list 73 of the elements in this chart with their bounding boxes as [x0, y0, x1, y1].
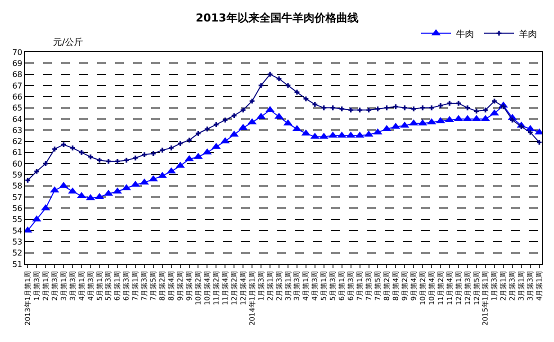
point	[420, 105, 426, 110]
point	[536, 140, 542, 145]
point	[286, 83, 290, 88]
point	[43, 161, 48, 166]
point	[196, 131, 201, 136]
point	[258, 83, 264, 88]
point	[34, 168, 40, 174]
point	[204, 126, 210, 132]
point	[276, 76, 282, 82]
point	[429, 105, 434, 110]
point	[483, 108, 488, 112]
point	[88, 154, 93, 160]
point	[222, 118, 228, 122]
point	[52, 146, 58, 152]
y-tick-label: 67	[12, 81, 22, 90]
y-tick-label: 53	[12, 237, 22, 246]
y-tick-label: 52	[12, 248, 22, 258]
point	[304, 96, 308, 102]
point	[97, 158, 102, 163]
y-tick-label: 58	[12, 182, 22, 191]
point	[366, 108, 372, 112]
y-tick-label: 69	[12, 58, 22, 68]
point	[339, 106, 344, 112]
y-tick-label: 60	[12, 159, 22, 168]
point	[142, 152, 147, 158]
chart-title: 2013年以来全国牛羊肉价格曲线	[196, 11, 358, 24]
point	[106, 158, 111, 164]
y-tick-label: 55	[12, 215, 22, 224]
point	[178, 141, 183, 146]
point	[330, 105, 336, 110]
y-tick-label: 54	[12, 226, 22, 236]
point	[150, 151, 156, 156]
point	[456, 100, 461, 106]
point	[447, 100, 452, 106]
legend-label: 羊肉	[519, 28, 537, 40]
point	[357, 108, 362, 112]
point	[268, 72, 272, 77]
y-tick-label: 62	[12, 137, 22, 146]
y-tick-label: 59	[12, 170, 22, 180]
point	[510, 118, 515, 122]
point	[348, 108, 354, 112]
point	[115, 158, 120, 164]
point	[168, 146, 174, 150]
y-tick-label: 57	[12, 192, 22, 202]
point	[124, 158, 129, 163]
y-tick-label: 56	[12, 204, 22, 214]
point	[214, 122, 219, 127]
point	[133, 156, 138, 160]
point	[375, 106, 380, 112]
point	[70, 146, 75, 150]
point	[61, 142, 66, 148]
y-tick-label: 68	[12, 70, 22, 80]
point	[294, 90, 300, 95]
point	[492, 98, 497, 104]
legend-label: 牛肉	[456, 28, 474, 40]
y-tick-label: 63	[12, 126, 22, 135]
point	[411, 106, 416, 112]
point	[312, 102, 318, 107]
y-tick-label: 66	[12, 92, 22, 102]
point	[79, 150, 84, 155]
y-tick-label: 64	[12, 114, 22, 124]
point	[438, 103, 443, 108]
point	[232, 113, 237, 118]
point	[250, 98, 254, 104]
point	[321, 105, 326, 110]
y-tick-label: 61	[12, 148, 22, 158]
y-tick-label: 70	[12, 48, 22, 57]
y-axis-title: 元/公斤	[53, 37, 84, 48]
point	[465, 105, 470, 110]
y-tick-label: 51	[12, 260, 22, 269]
point	[474, 108, 479, 114]
y-tick-label: 65	[12, 104, 22, 113]
point	[240, 108, 246, 112]
